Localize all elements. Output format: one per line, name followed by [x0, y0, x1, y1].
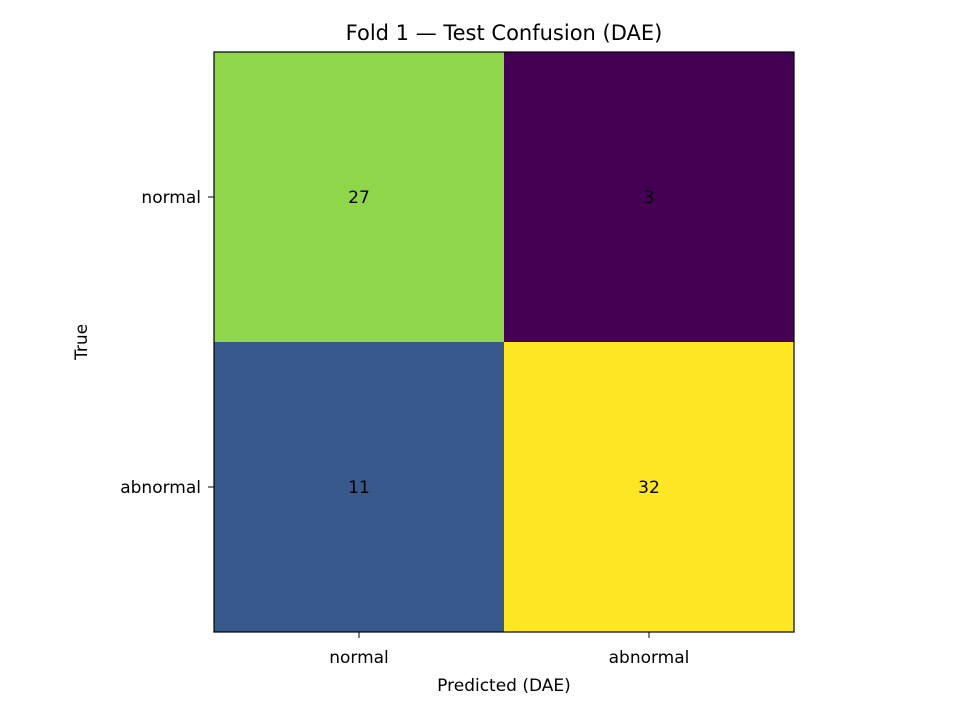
x-tick-label: normal	[329, 648, 389, 668]
chart-title: Fold 1 — Test Confusion (DAE)	[346, 21, 663, 45]
x-axis-ticks: normal abnormal	[329, 632, 689, 668]
y-tick-label: normal	[141, 188, 201, 208]
y-axis-label: True	[72, 324, 92, 361]
heatmap-cell	[504, 52, 794, 342]
cell-value-label: 11	[348, 478, 370, 498]
cell-value-label: 3	[644, 188, 655, 208]
heatmap-cell	[214, 52, 504, 342]
heatmap-cells	[214, 52, 794, 632]
x-tick-label: abnormal	[609, 648, 690, 668]
heatmap-cell	[214, 342, 504, 632]
y-tick-label: abnormal	[120, 478, 201, 498]
cell-value-label: 32	[638, 478, 660, 498]
y-axis-ticks: normal abnormal	[120, 188, 214, 498]
plot-frame	[213, 51, 795, 633]
x-axis-label: Predicted (DAE)	[437, 676, 571, 696]
cell-value-label: 27	[348, 188, 370, 208]
heatmap-cell-labels: 27 3 11 32	[348, 188, 660, 498]
heatmap-cell	[504, 342, 794, 632]
